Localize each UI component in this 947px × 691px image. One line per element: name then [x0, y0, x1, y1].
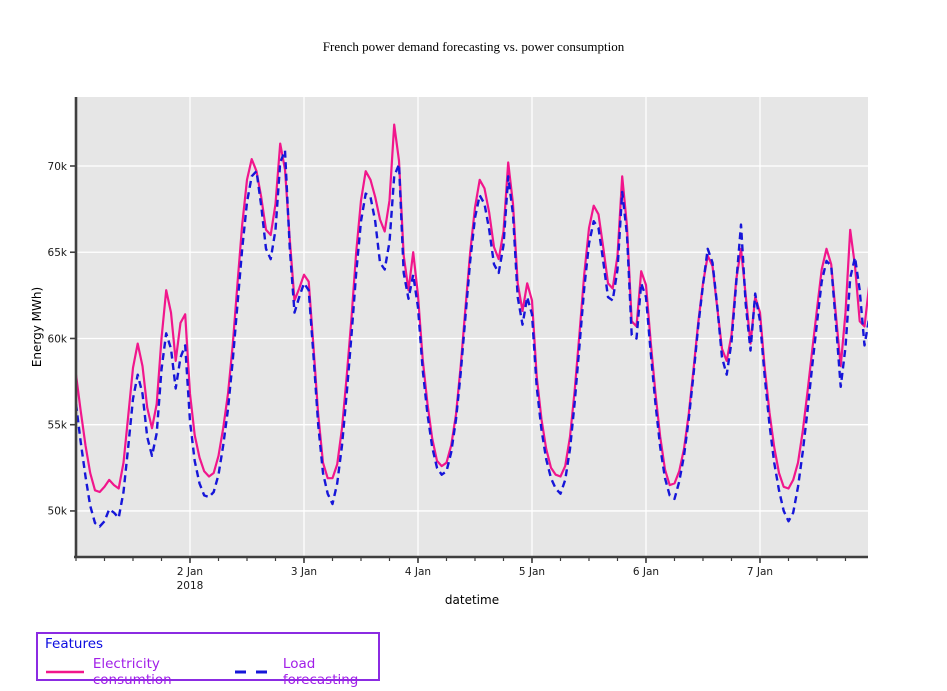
consumption-line-icon: [46, 670, 84, 674]
consumption-line: [76, 123, 868, 494]
y-tick-label: 55k: [48, 420, 68, 432]
plot-panel: [76, 97, 868, 557]
x-tick-label: 3 Jan: [291, 566, 317, 578]
chart-title: French power demand forecasting vs. powe…: [322, 39, 625, 54]
x-tick-label: 4 Jan: [405, 566, 431, 578]
legend-label-forecast: Load forecasting: [282, 656, 359, 688]
x-tick-label: 7 Jan: [747, 566, 773, 578]
legend-row: Electricity consumtion Load forecasting: [45, 656, 370, 688]
forecast-line: [76, 149, 868, 528]
y-tick-label: 60k: [48, 333, 68, 345]
x-axis-label: datetime: [445, 593, 499, 607]
y-axis-label: Energy MWh): [30, 287, 44, 367]
forecast-line-icon: [234, 670, 274, 674]
x-tick-label: 2 Jan: [177, 566, 203, 578]
x-tick-sublabel: 2018: [177, 580, 204, 592]
legend-item-forecast: Load forecasting: [234, 656, 370, 688]
y-tick-label: 65k: [48, 247, 68, 259]
legend-item-consumption: Electricity consumtion: [45, 656, 210, 688]
x-tick-label: 5 Jan: [519, 566, 545, 578]
legend-title: Features: [45, 636, 104, 652]
y-tick-label: 70k: [48, 161, 68, 173]
legend-box: Features Electricity consumtion Load for…: [36, 632, 380, 688]
x-tick-label: 6 Jan: [633, 566, 659, 578]
y-tick-label: 50k: [48, 506, 68, 518]
legend-label-consumption: Electricity consumtion: [92, 656, 172, 688]
